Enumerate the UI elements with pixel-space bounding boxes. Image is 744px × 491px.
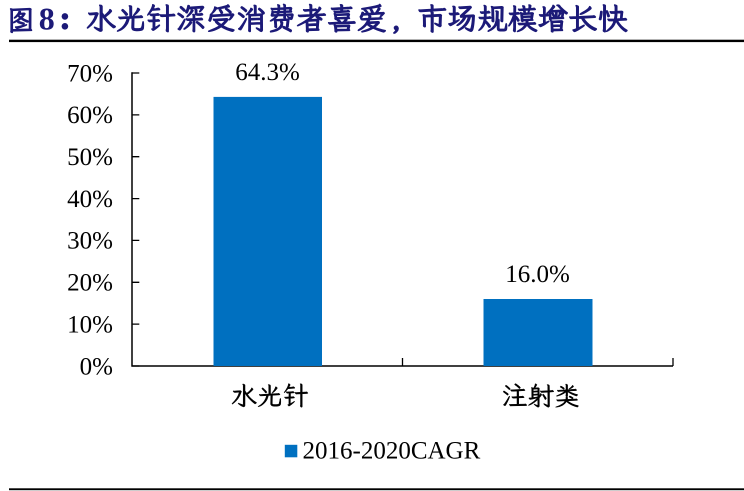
svg-text:40%: 40% xyxy=(67,186,113,213)
svg-text:0%: 0% xyxy=(80,353,113,380)
svg-text:20%: 20% xyxy=(67,270,113,297)
svg-text:10%: 10% xyxy=(67,311,113,338)
svg-text:2016-2020CAGR: 2016-2020CAGR xyxy=(303,438,481,465)
svg-text:64.3%: 64.3% xyxy=(235,59,300,86)
svg-text:16.0%: 16.0% xyxy=(505,261,570,288)
svg-text:70%: 70% xyxy=(67,60,113,87)
svg-text:60%: 60% xyxy=(67,102,113,129)
svg-text:8: 8 xyxy=(39,0,55,36)
svg-text:50%: 50% xyxy=(67,144,113,171)
svg-text:30%: 30% xyxy=(67,228,113,255)
